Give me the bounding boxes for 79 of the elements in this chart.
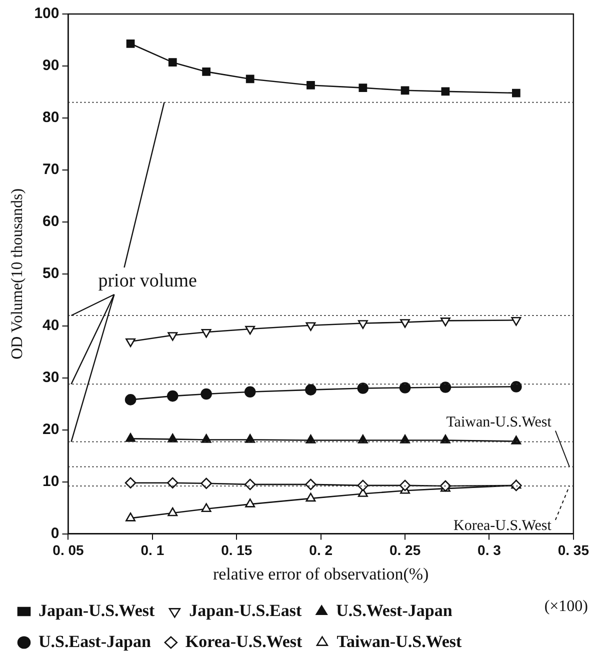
- point: [400, 86, 410, 95]
- point: [245, 326, 256, 335]
- point: [399, 382, 411, 394]
- point: [126, 512, 136, 522]
- x-tick-label: 0. 05: [52, 542, 84, 558]
- point: [244, 478, 256, 490]
- legend-label: Korea-U.S.West: [185, 632, 303, 651]
- x-tick-label: 0. 15: [221, 542, 252, 558]
- point: [166, 390, 178, 402]
- x-tick-label: 0. 35: [558, 542, 590, 558]
- point: [246, 74, 254, 84]
- x-axis-title: relative error of observation(%): [212, 564, 429, 584]
- point: [440, 318, 450, 326]
- y-tick-label: 10: [42, 472, 60, 490]
- point: [168, 58, 177, 67]
- point: [306, 434, 316, 444]
- point: [358, 488, 368, 497]
- point: [200, 478, 212, 490]
- legend-label: Japan-U.S.East: [189, 600, 302, 620]
- point: [512, 88, 520, 98]
- point: [357, 480, 369, 492]
- point: [201, 434, 212, 443]
- x-tick-label: 0. 25: [389, 542, 421, 558]
- point: [400, 319, 410, 328]
- point: [126, 433, 136, 442]
- point: [399, 480, 411, 492]
- point: [358, 434, 368, 444]
- point: [441, 87, 450, 96]
- y-tick-label: 40: [42, 317, 60, 334]
- point: [168, 507, 178, 516]
- point: [440, 382, 452, 393]
- y-tick-label: 20: [42, 420, 60, 438]
- point: [202, 68, 210, 76]
- point: [124, 477, 136, 489]
- y-tick-label: 70: [42, 161, 60, 178]
- point: [201, 328, 212, 338]
- point: [358, 320, 368, 329]
- point: [305, 384, 316, 396]
- point: [511, 317, 522, 326]
- point: [124, 394, 136, 406]
- x-tick-label: 0. 3: [478, 542, 502, 558]
- point: [510, 480, 522, 492]
- point: [244, 386, 256, 398]
- point: [126, 39, 135, 48]
- y-tick-label: 0: [50, 524, 60, 542]
- legend-label: Japan-U.S.West: [38, 600, 156, 620]
- point: [305, 478, 316, 490]
- point: [168, 332, 178, 341]
- y-axis-title: OD Volume(10 thousands): [8, 188, 26, 360]
- point: [166, 477, 178, 489]
- y-tick-label: 100: [34, 5, 60, 22]
- ref-line-label: Korea-U.S.West: [453, 518, 552, 534]
- x-tick-label: 0. 2: [309, 542, 333, 558]
- ref-line-label: Taiwan-U.S.West: [446, 414, 552, 431]
- legend-label: U.S.East-Japan: [38, 632, 152, 651]
- legend-label: U.S.West-Japan: [336, 600, 453, 620]
- y-tick-label: 30: [42, 369, 60, 386]
- y-tick-label: 80: [42, 109, 60, 126]
- point: [245, 434, 256, 443]
- y-tick-label: 90: [42, 57, 60, 74]
- point: [510, 381, 522, 392]
- point: [511, 436, 522, 444]
- text: (×100): [544, 598, 588, 616]
- y-tick-label: 60: [42, 213, 60, 230]
- point: [358, 84, 368, 92]
- point: [306, 81, 315, 90]
- point: [201, 503, 212, 512]
- point: [306, 322, 316, 332]
- x-tick-label: 0. 1: [140, 542, 164, 558]
- point: [306, 492, 316, 502]
- point: [245, 498, 256, 508]
- annotation: prior volume: [98, 270, 197, 292]
- point: [168, 434, 178, 442]
- point: [200, 388, 212, 400]
- y-tick-label: 50: [42, 265, 60, 282]
- point: [440, 434, 450, 444]
- point: [126, 338, 136, 348]
- point: [357, 382, 369, 394]
- legend-label: Taiwan-U.S.West: [336, 632, 462, 651]
